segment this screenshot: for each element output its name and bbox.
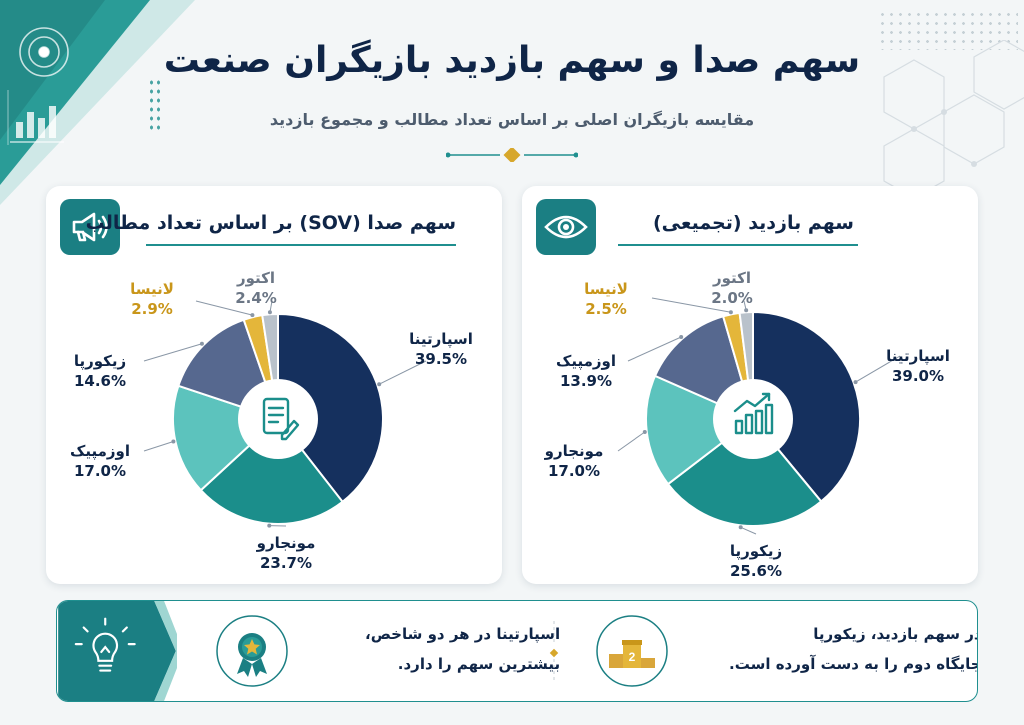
- leader-dot-4: [679, 335, 684, 340]
- leader-dot-2: [738, 525, 743, 530]
- eye-icon: [536, 199, 596, 255]
- slice-value-4: 13.9%: [560, 372, 612, 390]
- leader-dot-6: [267, 310, 272, 315]
- slice-label-5: لانیسا: [584, 280, 628, 298]
- leader-line-3: [617, 431, 646, 452]
- leader-line-4: [143, 343, 203, 362]
- insight-note-1: اسپارتینا در هر دو شاخص، بیشترین سهم را …: [365, 619, 560, 679]
- medal-star-icon: [216, 615, 288, 687]
- slice-label-3: مونجارو: [544, 442, 604, 460]
- slice-value-1: 39.5%: [415, 350, 467, 368]
- slice-value-5: 2.9%: [131, 300, 173, 318]
- slice-value-6: 2.0%: [711, 289, 753, 307]
- separator-diamond: [549, 648, 559, 658]
- dot-pattern: [148, 78, 162, 134]
- corner-decoration: [0, 0, 195, 205]
- dot-pattern-right: [878, 10, 1018, 50]
- sov-chart-card: سهم صدا (SOV) بر اساس تعداد مطالب اسپارت…: [46, 186, 502, 584]
- lightbulb-icon: [58, 601, 177, 701]
- slice-label-3: اوزمپیک: [70, 442, 130, 461]
- leader-dot-5: [250, 313, 255, 318]
- slice-label-2: زیکورپا: [730, 542, 782, 561]
- leader-dot-1: [853, 380, 858, 385]
- document-edit-icon: [262, 397, 300, 441]
- pie-center: [238, 379, 318, 459]
- slice-value-3: 17.0%: [74, 462, 126, 480]
- leader-line-3: [143, 441, 174, 452]
- leader-dot-2: [267, 523, 272, 528]
- podium-number: 2: [629, 650, 636, 664]
- leader-line-5: [195, 300, 253, 316]
- views-title-underline: [618, 244, 858, 246]
- slice-label-6: اکتور: [236, 269, 275, 287]
- slice-value-3: 17.0%: [548, 462, 600, 480]
- slice-label-5: لانیسا: [130, 280, 174, 298]
- slice-label-4: اوزمپیک: [556, 352, 616, 371]
- views-chart-card: سهم بازدید (تجمیعی) اسپارتینا 39.0% زیکورپ…: [522, 186, 978, 584]
- vertical-separator: [553, 621, 555, 683]
- leader-dot-3: [642, 429, 647, 434]
- slice-value-2: 23.7%: [260, 554, 312, 572]
- podium-icon: 2: [596, 615, 668, 687]
- leader-dot-3: [171, 439, 176, 444]
- leader-dot-5: [728, 310, 733, 315]
- slice-value-2: 25.6%: [730, 562, 782, 580]
- leader-line-1: [378, 360, 427, 385]
- insights-panel: اسپارتینا در هر دو شاخص، بیشترین سهم را …: [56, 600, 978, 702]
- leader-line-5: [651, 297, 731, 313]
- views-chart-title: سهم بازدید (تجمیعی): [652, 212, 854, 234]
- slice-value-6: 2.4%: [235, 289, 277, 307]
- slice-label-4: زیکورپا: [74, 352, 126, 371]
- slice-label-6: اکتور: [712, 269, 751, 287]
- growth-chart-icon: [733, 392, 774, 435]
- leader-dot-6: [744, 308, 749, 313]
- slice-label-2: مونجارو: [256, 534, 316, 552]
- pie-slice-2: [199, 417, 344, 525]
- insight-note-1-line-1: اسپارتینا در هر دو شاخص،: [365, 625, 561, 643]
- leader-line-4: [627, 336, 682, 362]
- leader-line-2: [740, 526, 757, 535]
- slice-label-1: اسپارتینا: [409, 330, 473, 349]
- insight-note-2-line-1: در سهم بازدید، زیکورپا: [813, 625, 978, 643]
- megaphone-icon: [60, 199, 120, 255]
- leader-line-1: [855, 355, 901, 383]
- leader-dot-1: [377, 382, 382, 387]
- slice-label-1: اسپارتینا: [886, 347, 950, 366]
- target-circles-icon: [19, 27, 69, 77]
- bar-chart-icon: [16, 106, 56, 138]
- pie-slice-1: [752, 310, 861, 503]
- page-title: سهم صدا و سهم بازدید بازیگران صنعت: [163, 40, 861, 81]
- pie-slice-1: [277, 312, 384, 504]
- slice-value-1: 39.0%: [892, 367, 944, 385]
- sov-chart-title: سهم صدا (SOV) بر اساس تعداد مطالب: [85, 212, 456, 234]
- title-divider: [446, 148, 578, 162]
- slice-value-4: 14.6%: [74, 372, 126, 390]
- leader-dot-4: [199, 341, 204, 346]
- page-subtitle: مقایسه بازیگران اصلی بر اساس تعداد مطالب…: [269, 110, 755, 129]
- sov-title-underline: [146, 244, 456, 246]
- insight-note-2-line-2: جایگاه دوم را به دست آورده است.: [729, 655, 978, 673]
- insight-note-2: در سهم بازدید، زیکورپا جایگاه دوم را به …: [729, 619, 978, 679]
- slice-value-5: 2.5%: [585, 300, 627, 318]
- insight-note-1-line-2: بیشترین سهم را دارد.: [397, 655, 561, 673]
